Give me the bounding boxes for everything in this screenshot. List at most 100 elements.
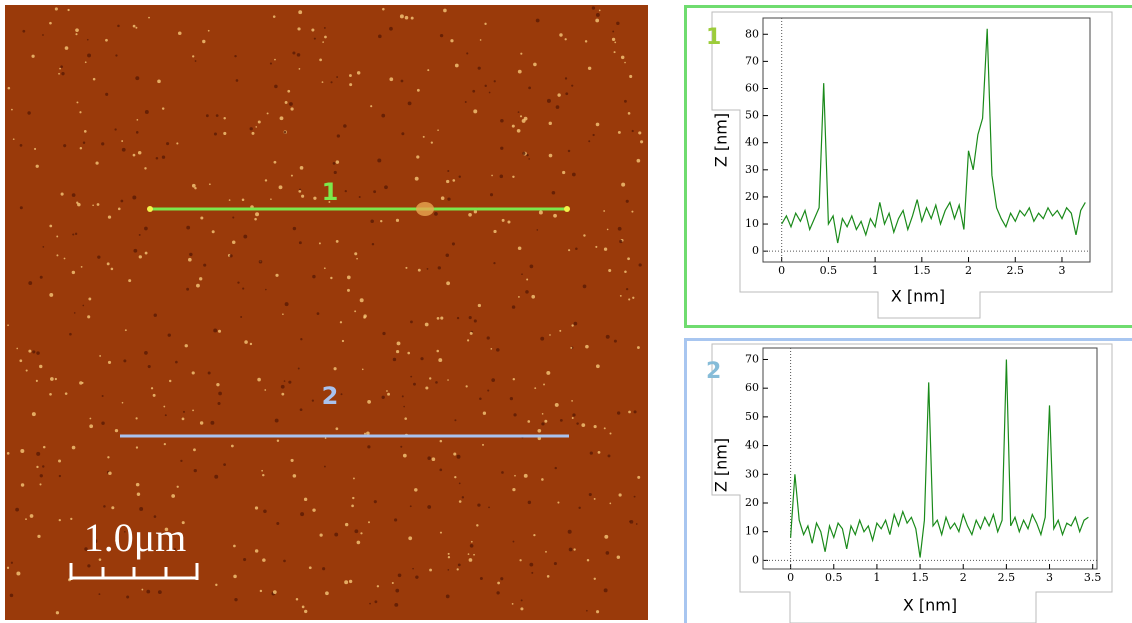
texture-dot bbox=[612, 30, 615, 33]
texture-dot bbox=[34, 147, 37, 150]
texture-dot bbox=[371, 242, 375, 246]
texture-dot bbox=[141, 588, 144, 591]
texture-dot bbox=[527, 500, 532, 505]
texture-dot bbox=[399, 14, 404, 19]
profile-label: 1 bbox=[322, 178, 339, 206]
texture-dot bbox=[175, 360, 178, 364]
texture-dot bbox=[420, 357, 424, 361]
texture-dot bbox=[512, 540, 515, 543]
texture-dot bbox=[588, 140, 591, 143]
texture-dot bbox=[233, 574, 237, 579]
texture-dot bbox=[499, 174, 504, 179]
texture-dot bbox=[618, 493, 622, 497]
texture-dot bbox=[477, 303, 481, 308]
texture-dot bbox=[476, 524, 479, 527]
texture-dot bbox=[279, 116, 284, 121]
texture-dot bbox=[290, 107, 294, 111]
texture-dot bbox=[107, 215, 112, 219]
texture-dot bbox=[493, 80, 496, 83]
texture-dot bbox=[434, 212, 438, 216]
texture-dot bbox=[153, 313, 157, 317]
texture-dot bbox=[328, 201, 331, 203]
texture-dot bbox=[292, 51, 296, 55]
texture-dot bbox=[446, 281, 451, 286]
texture-dot bbox=[343, 124, 347, 128]
texture-dot bbox=[611, 37, 616, 42]
texture-dot bbox=[114, 128, 117, 131]
texture-dot bbox=[147, 364, 151, 369]
texture-dot bbox=[351, 504, 354, 508]
texture-dot bbox=[262, 558, 266, 562]
texture-dot bbox=[437, 266, 441, 270]
texture-dot bbox=[229, 254, 233, 258]
texture-dot bbox=[135, 26, 138, 29]
texture-dot bbox=[572, 413, 576, 417]
texture-dot bbox=[233, 544, 236, 548]
texture-dot bbox=[361, 368, 364, 371]
texture-dot bbox=[191, 371, 195, 375]
texture-dot bbox=[137, 151, 142, 155]
texture-dot bbox=[115, 538, 119, 543]
texture-dot bbox=[559, 418, 563, 422]
texture-dot bbox=[546, 575, 550, 578]
texture-dot bbox=[467, 553, 470, 555]
y-axis-label: Z [nm] bbox=[712, 438, 731, 492]
texture-dot bbox=[609, 432, 612, 435]
texture-dot bbox=[135, 76, 140, 81]
texture-dot bbox=[74, 232, 78, 235]
y-tick-label: 60 bbox=[745, 381, 759, 394]
texture-dot bbox=[117, 207, 121, 211]
texture-dot bbox=[146, 589, 151, 594]
texture-dot bbox=[300, 338, 303, 341]
texture-dot bbox=[446, 179, 450, 184]
profile-curve bbox=[781, 28, 1086, 244]
texture-dot bbox=[414, 488, 418, 492]
texture-dot bbox=[301, 605, 305, 609]
texture-dot bbox=[354, 252, 358, 256]
texture-dot bbox=[56, 235, 59, 238]
texture-dot bbox=[228, 199, 231, 201]
texture-dot bbox=[290, 174, 293, 177]
texture-dot bbox=[564, 77, 568, 80]
texture-dot bbox=[42, 34, 44, 36]
texture-dot bbox=[39, 364, 43, 369]
texture-dot bbox=[519, 115, 523, 118]
y-tick-label: 60 bbox=[745, 81, 759, 94]
texture-dot bbox=[546, 370, 551, 375]
texture-dot bbox=[466, 52, 469, 55]
texture-dot bbox=[450, 39, 454, 43]
texture-dot bbox=[507, 220, 511, 224]
texture-dot bbox=[360, 532, 363, 535]
texture-dot bbox=[431, 457, 436, 462]
texture-dot bbox=[384, 185, 388, 190]
texture-dot bbox=[288, 380, 292, 384]
x-axis-label: X [nm] bbox=[891, 287, 945, 306]
texture-dot bbox=[88, 297, 92, 301]
texture-dot bbox=[63, 257, 66, 260]
texture-dot bbox=[576, 422, 579, 425]
texture-dot bbox=[415, 575, 419, 579]
texture-dot bbox=[458, 500, 462, 503]
texture-dot bbox=[598, 9, 601, 12]
texture-dot bbox=[135, 417, 138, 420]
texture-dot bbox=[249, 342, 253, 346]
texture-dot bbox=[274, 58, 276, 61]
texture-dot bbox=[373, 190, 377, 194]
texture-dot bbox=[298, 189, 302, 193]
texture-dot bbox=[217, 401, 221, 405]
y-axis-label: Z [nm] bbox=[712, 113, 731, 167]
texture-dot bbox=[15, 507, 20, 512]
texture-dot bbox=[89, 424, 94, 429]
texture-dot bbox=[564, 38, 567, 41]
texture-dot bbox=[472, 89, 476, 93]
y-tick-label: 0 bbox=[752, 244, 759, 257]
texture-dot bbox=[511, 305, 516, 309]
texture-dot bbox=[616, 21, 620, 26]
texture-dot bbox=[312, 274, 316, 279]
texture-dot bbox=[257, 120, 261, 124]
texture-dot bbox=[322, 567, 326, 571]
texture-dot bbox=[557, 93, 561, 97]
x-axis-label: X [nm] bbox=[903, 596, 957, 615]
texture-dot bbox=[163, 442, 166, 446]
